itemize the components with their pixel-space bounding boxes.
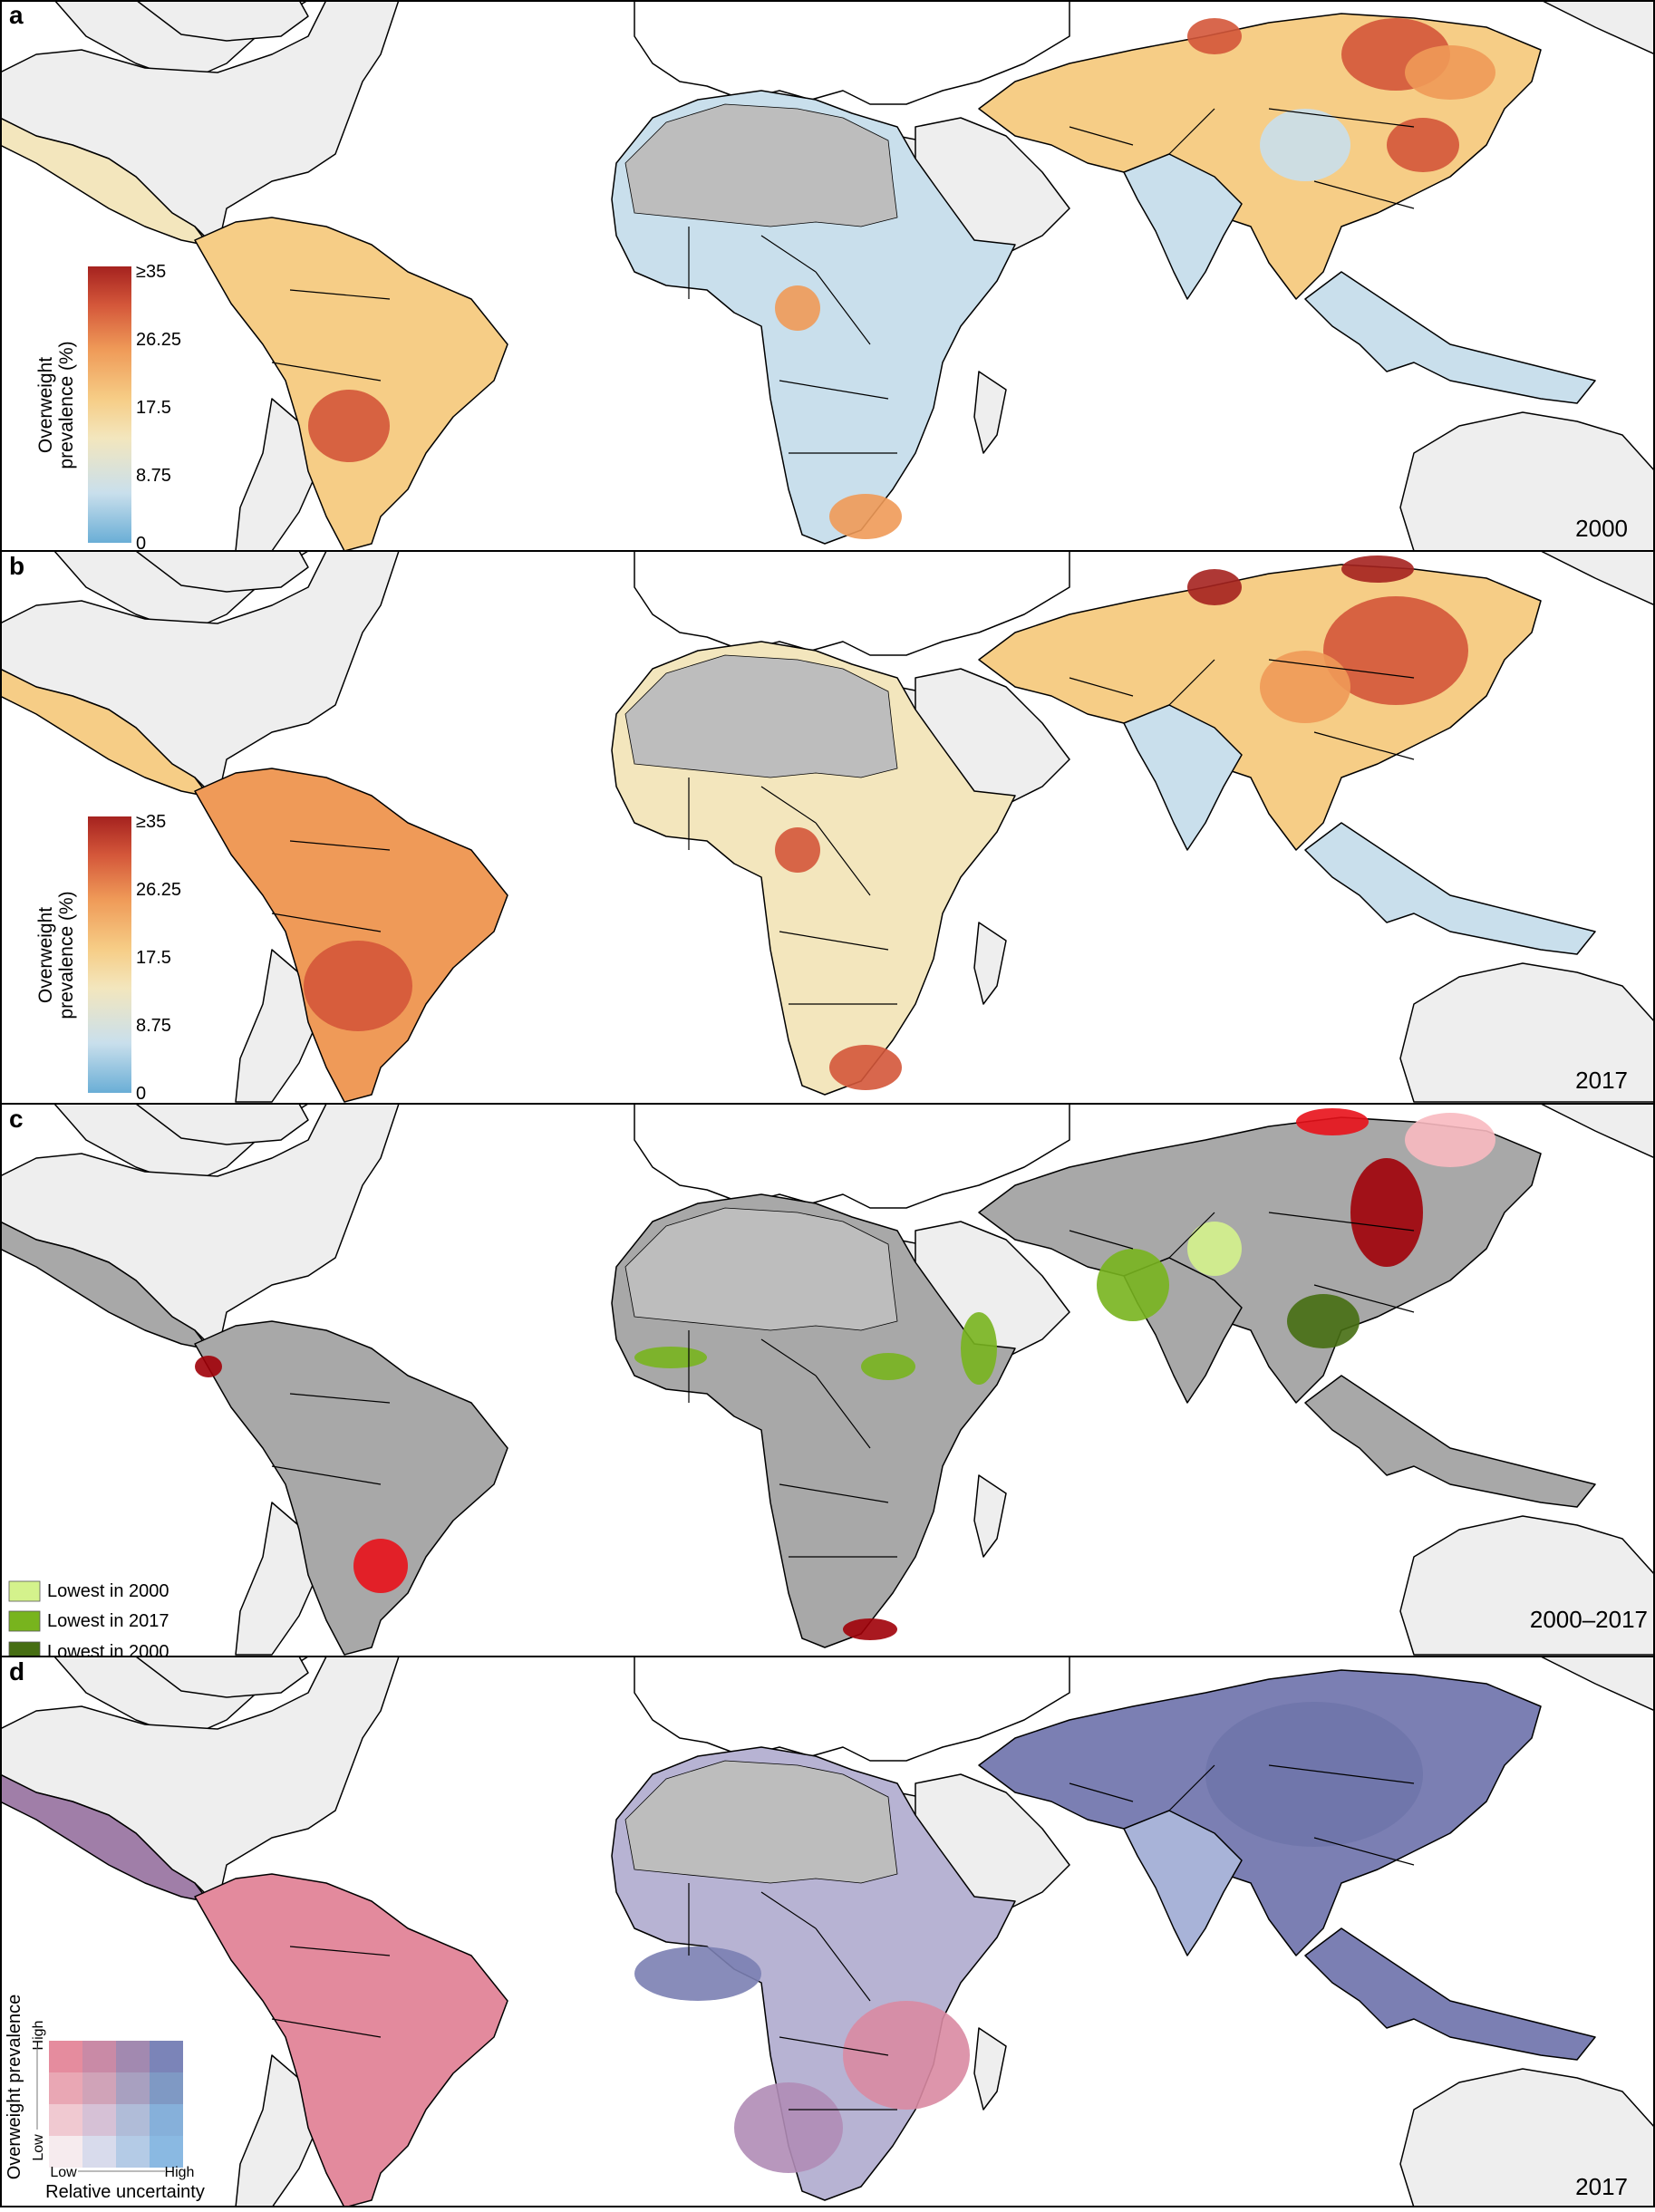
y-high-label: High xyxy=(31,2021,46,2051)
prevalence-hotspot xyxy=(775,285,820,331)
colorbar-tick: 0 xyxy=(136,1084,146,1104)
x-high-label: High xyxy=(165,2165,195,2180)
bivariate-cell xyxy=(49,2136,82,2168)
panel-year-label: 2000–2017 xyxy=(1530,1606,1648,1633)
prevalence-hotspot xyxy=(861,1353,915,1380)
colorbar-gradient xyxy=(88,816,131,1093)
prevalence-hotspot xyxy=(1405,1113,1495,1167)
prevalence-hotspot xyxy=(1405,45,1495,100)
prevalence-hotspot xyxy=(308,390,390,462)
y-axis-label: Overweight prevalence xyxy=(5,1995,24,2180)
colorbar-gradient xyxy=(88,266,131,543)
legend-label: Lowest in 2000 xyxy=(47,1581,169,1601)
bivariate-cell xyxy=(82,2104,116,2136)
panel-year-label: 2017 xyxy=(1575,2173,1628,2200)
prevalence-hotspot xyxy=(195,1356,222,1377)
prevalence-hotspot xyxy=(1205,1702,1423,1847)
prevalence-hotspot xyxy=(829,494,902,539)
bivariate-cell xyxy=(82,2136,116,2168)
bivariate-cell xyxy=(116,2072,150,2104)
panel-year-label: 2000 xyxy=(1575,515,1628,542)
bivariate-cell xyxy=(82,2072,116,2104)
prevalence-hotspot xyxy=(353,1539,408,1593)
prevalence-hotspot xyxy=(1097,1249,1169,1321)
legend-label: Lowest in 2000 xyxy=(47,1642,169,1657)
panel-letter: b xyxy=(9,552,24,580)
colorbar-tick: 17.5 xyxy=(136,948,171,968)
legend-swatch xyxy=(8,1641,41,1663)
panel-d: d 2017 Low High Relative uncertainty Low… xyxy=(0,1656,1655,2209)
prevalence-hotspot xyxy=(843,1618,897,1640)
legend-swatch xyxy=(8,1580,41,1602)
prevalence-hotspot xyxy=(1296,1108,1369,1135)
colorbar-tick: 0 xyxy=(136,534,146,551)
colorbar-tick: 8.75 xyxy=(136,466,171,486)
prevalence-hotspot xyxy=(961,1312,997,1385)
panel-c: c 2000–2017 Lowest in 2000 Lowest in 2017… xyxy=(0,1103,1655,1827)
colorbar-tick: 17.5 xyxy=(136,398,171,418)
map-panel-b xyxy=(0,550,1655,1104)
prevalence-hotspot xyxy=(1187,1222,1242,1276)
map-panel-a xyxy=(0,0,1655,553)
panel-a: a 2000 ≥35 26.25 17.5 8.75 0 Overweight … xyxy=(0,0,1655,554)
bivariate-cell xyxy=(150,2104,183,2136)
prevalence-hotspot xyxy=(829,1045,902,1090)
legend-item: Lowest in 2000 xyxy=(8,1580,169,1602)
prevalence-hotspot xyxy=(634,1946,761,2001)
bivariate-cell xyxy=(150,2136,183,2168)
colorbar-title: Overweight xyxy=(35,907,56,1003)
prevalence-hotspot xyxy=(304,941,412,1031)
x-low-label: Low xyxy=(50,2165,77,2180)
y-low-label: Low xyxy=(31,2134,46,2161)
panel-b: b 2017 ≥35 26.25 17.5 8.75 0 Overweight … xyxy=(0,550,1655,1104)
bivariate-cell xyxy=(116,2041,150,2072)
map-panel-c xyxy=(0,1103,1655,1657)
colorbar-tick: 8.75 xyxy=(136,1016,171,1036)
colorbar-title: Overweight xyxy=(35,357,56,453)
legend-item: Lowest in 2000and 2017 xyxy=(8,1641,169,1684)
bivariate-cell xyxy=(116,2136,150,2168)
prevalence-hotspot xyxy=(843,2001,970,2110)
x-axis-label: Relative uncertainty xyxy=(45,2182,205,2202)
colorbar-tick: 26.25 xyxy=(136,330,181,350)
prevalence-hotspot xyxy=(1287,1294,1360,1348)
bivariate-cell xyxy=(82,2041,116,2072)
bivariate-cell xyxy=(150,2072,183,2104)
prevalence-hotspot xyxy=(1260,109,1350,181)
legend-item: Lowest in 2017 xyxy=(8,1610,169,1632)
panel-letter: d xyxy=(9,1657,24,1686)
panel-year-label: 2017 xyxy=(1575,1067,1628,1094)
prevalence-hotspot xyxy=(1187,18,1242,54)
colorbar-tick: ≥35 xyxy=(136,262,166,282)
prevalence-hotspot xyxy=(775,827,820,873)
map-panel-d xyxy=(0,1656,1655,2209)
prevalence-hotspot xyxy=(1260,651,1350,723)
prevalence-hotspot xyxy=(1387,118,1459,172)
prevalence-hotspot xyxy=(1341,555,1414,583)
bivariate-cell xyxy=(150,2041,183,2072)
bivariate-cell xyxy=(116,2104,150,2136)
legend-swatch xyxy=(8,1610,41,1632)
legend-label: Lowest in 2017 xyxy=(47,1611,169,1631)
colorbar-title: prevalence (%) xyxy=(56,891,77,1019)
colorbar-title: prevalence (%) xyxy=(56,341,77,468)
prevalence-hotspot xyxy=(734,2082,843,2173)
prevalence-hotspot xyxy=(634,1347,707,1368)
colorbar-tick: 26.25 xyxy=(136,880,181,900)
bivariate-cell xyxy=(49,2104,82,2136)
prevalence-hotspot xyxy=(1350,1158,1423,1267)
panel-letter: c xyxy=(9,1105,24,1133)
colorbar-tick: ≥35 xyxy=(136,812,166,832)
bivariate-cell xyxy=(49,2072,82,2104)
bivariate-cell xyxy=(49,2041,82,2072)
prevalence-hotspot xyxy=(1187,569,1242,605)
panel-letter: a xyxy=(9,1,24,29)
